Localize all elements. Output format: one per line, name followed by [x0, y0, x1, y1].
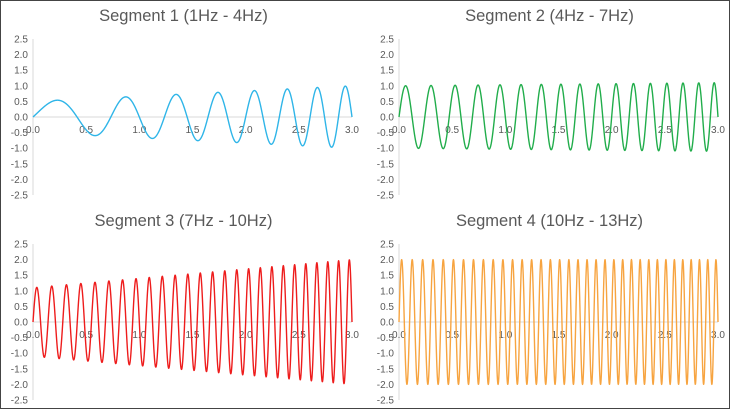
chart-title: Segment 2 (4Hz - 7Hz)	[465, 7, 634, 25]
y-tick-label: 0.5	[380, 97, 394, 108]
y-tick-label: -0.5	[11, 128, 29, 139]
chart-segment-3: Segment 3 (7Hz - 10Hz) 2.5 2.0 1.5 1.0 0.5 0.…	[1, 206, 366, 410]
y-tick-label: 2.5	[380, 240, 394, 251]
x-tick-label: 1.5	[552, 125, 566, 136]
chart-title: Segment 3 (7Hz - 10Hz)	[94, 212, 273, 230]
y-tick-label: 1.0	[380, 81, 394, 92]
x-tick-label: 2.5	[658, 125, 672, 136]
signal-line	[32, 259, 353, 385]
x-tick-label: 0.5	[445, 125, 459, 136]
x-tick-label: 1.5	[552, 330, 566, 341]
y-tick-label: -2.5	[11, 191, 29, 202]
y-tick-label: -2.0	[377, 175, 395, 186]
y-tick-label: 0.0	[380, 318, 394, 329]
y-tick-label: -1.0	[11, 349, 29, 360]
plot-area: 2.52.01.51.00.50.0-0.5-1.0-1.5-2.0-2.50.…	[11, 240, 360, 407]
y-tick-label: 1.0	[14, 81, 28, 92]
y-tick-label: 2.5	[14, 240, 28, 251]
y-tick-label: -0.5	[11, 333, 29, 344]
y-tick-label: -1.5	[377, 159, 395, 170]
y-tick-label: 1.5	[14, 271, 28, 282]
y-tick-label: 2.5	[14, 35, 28, 46]
y-tick-label: -2.0	[11, 175, 29, 186]
x-tick-label: 1.0	[498, 125, 512, 136]
y-tick-label: 0.5	[14, 97, 28, 108]
x-tick-label: 0.5	[79, 330, 93, 341]
y-tick-label: -2.5	[377, 396, 395, 407]
x-tick-label: 3.0	[345, 125, 359, 136]
y-tick-label: 0.5	[380, 302, 394, 313]
chart-segment-4: Segment 4 (10Hz - 13Hz) 2.5 2.0 1.5 1.0 0.5 0…	[367, 206, 730, 410]
y-tick-label: 2.0	[14, 255, 28, 266]
chart-title: Segment 1 (1Hz - 4Hz)	[99, 7, 268, 25]
y-tick-label: 0.0	[14, 318, 28, 329]
y-tick-label: 2.5	[380, 35, 394, 46]
chart-segment-2: Segment 2 (4Hz - 7Hz) 2.5 2.0 1.5 1.0 0.5 0.0…	[367, 1, 730, 205]
x-tick-label: 0.0	[392, 330, 406, 341]
signal-line	[398, 82, 719, 152]
plot-area: 2.52.01.51.00.50.0-0.5-1.0-1.5-2.0-2.50.…	[11, 35, 360, 202]
y-tick-label: 2.0	[380, 50, 394, 61]
y-tick-label: 1.5	[14, 66, 28, 77]
x-tick-label: 2.5	[292, 125, 306, 136]
x-tick-label: 2.0	[239, 330, 253, 341]
plot-area: 2.52.01.51.00.50.0-0.5-1.0-1.5-2.0-2.50.…	[377, 35, 726, 202]
x-tick-label: 2.0	[605, 125, 619, 136]
y-tick-label: -1.0	[11, 144, 29, 155]
y-tick-label: -0.5	[377, 333, 395, 344]
x-tick-label: 2.5	[658, 330, 672, 341]
y-tick-label: -1.0	[377, 144, 395, 155]
y-tick-label: 2.0	[380, 255, 394, 266]
y-tick-label: -1.5	[11, 159, 29, 170]
x-tick-label: 3.0	[345, 330, 359, 341]
y-tick-label: -1.5	[11, 364, 29, 375]
y-tick-label: -1.0	[377, 349, 395, 360]
x-tick-label: 0.5	[445, 330, 459, 341]
y-tick-label: 1.5	[380, 66, 394, 77]
y-tick-label: -2.5	[11, 396, 29, 407]
y-tick-label: 0.0	[14, 113, 28, 124]
x-tick-label: 2.0	[239, 125, 253, 136]
y-tick-label: 0.0	[380, 113, 394, 124]
x-tick-label: 3.0	[711, 125, 725, 136]
x-tick-label: 0.0	[392, 125, 406, 136]
chart-segment-1: Segment 1 (1Hz - 4Hz) 2.5 2.0 1.5 1.0 0.5 0.0…	[1, 1, 366, 205]
y-tick-label: -1.5	[377, 364, 395, 375]
x-tick-label: 2.5	[292, 330, 306, 341]
y-tick-label: 1.5	[380, 271, 394, 282]
y-tick-label: -2.5	[377, 191, 395, 202]
plot-area: 2.52.01.51.00.50.0-0.5-1.0-1.5-2.0-2.50.…	[377, 240, 726, 407]
signal-line	[32, 85, 353, 148]
x-tick-label: 1.5	[186, 125, 200, 136]
chart-title: Segment 4 (10Hz - 13Hz)	[455, 212, 644, 230]
x-tick-label: 0.0	[26, 330, 40, 341]
x-tick-label: 1.5	[186, 330, 200, 341]
y-tick-label: 2.0	[14, 50, 28, 61]
y-tick-label: 1.0	[14, 286, 28, 297]
y-tick-label: -2.0	[377, 380, 395, 391]
x-tick-label: 3.0	[711, 330, 725, 341]
y-tick-label: -0.5	[377, 128, 395, 139]
y-tick-label: -2.0	[11, 380, 29, 391]
signal-line	[398, 258, 719, 386]
x-tick-label: 1.0	[132, 125, 146, 136]
y-tick-label: 0.5	[14, 302, 28, 313]
x-tick-label: 0.0	[26, 125, 40, 136]
y-tick-label: 1.0	[380, 286, 394, 297]
